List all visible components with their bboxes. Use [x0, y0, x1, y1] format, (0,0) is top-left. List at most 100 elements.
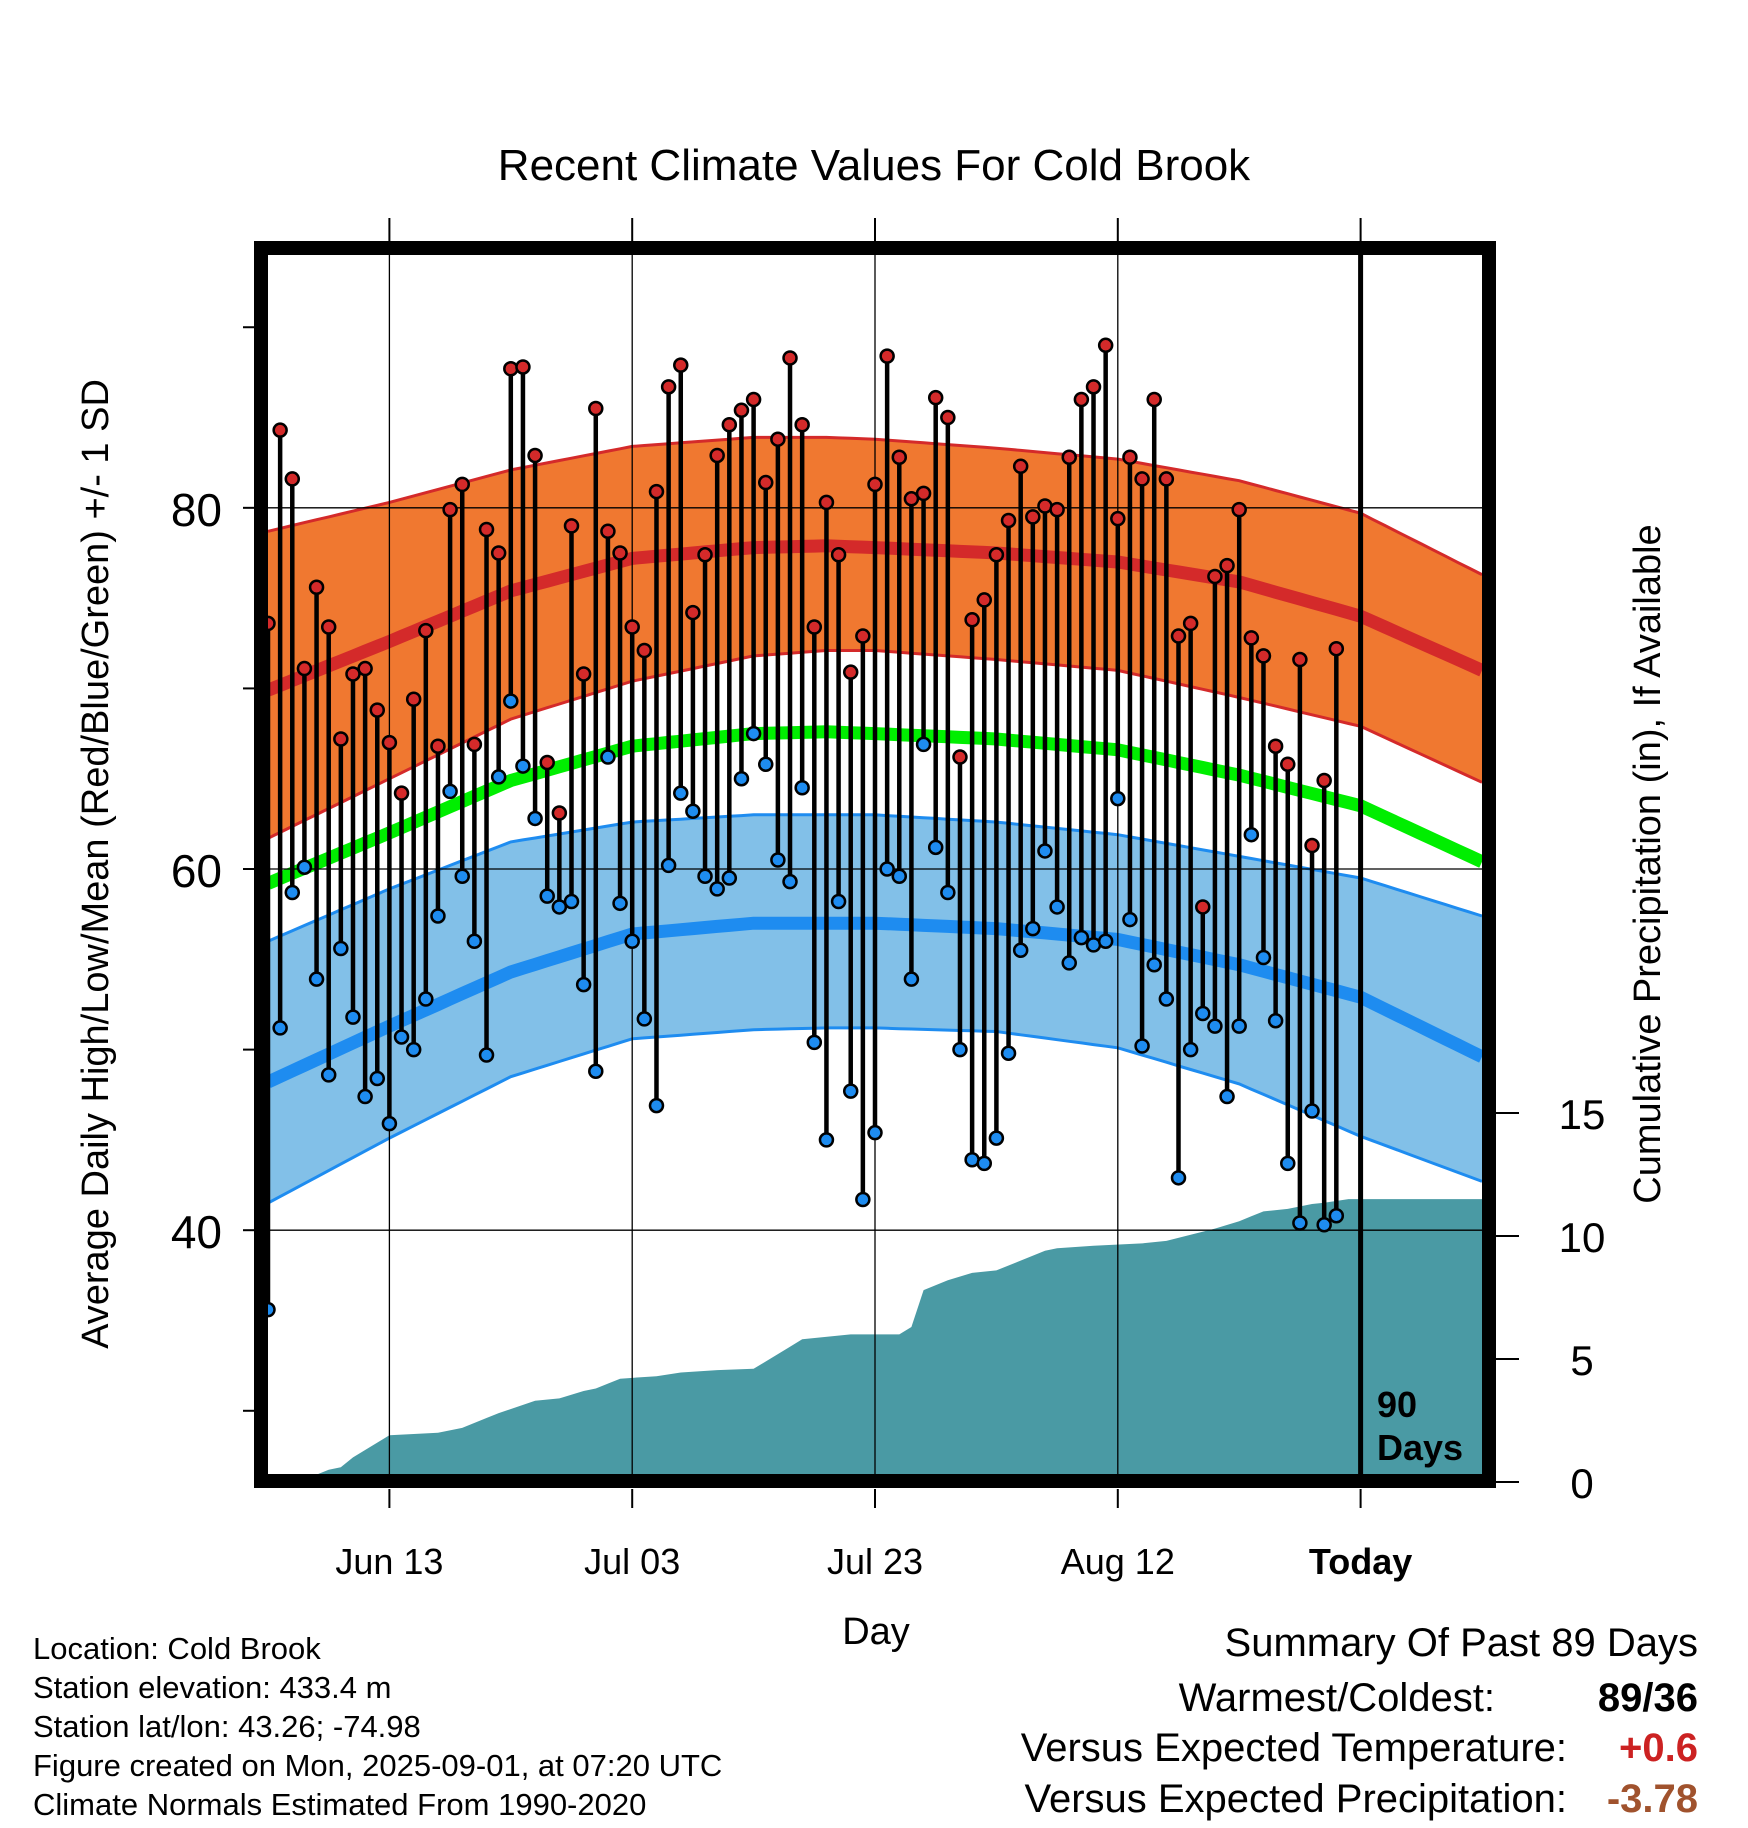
high-point	[308, 579, 325, 596]
low-point	[1316, 1217, 1332, 1233]
high-point	[988, 547, 1005, 563]
low-point	[1255, 949, 1272, 966]
y2-tick-label: 10	[1559, 1214, 1606, 1261]
low-point	[988, 1130, 1005, 1146]
high-point	[490, 545, 507, 561]
summary-precip-value: -3.78	[1607, 1777, 1698, 1821]
low-point	[903, 971, 920, 987]
x-tick-label: Jul 03	[584, 1541, 680, 1582]
summary-title: Summary Of Past 89 Days	[1225, 1621, 1698, 1665]
info-latlon: Station lat/lon: 43.26; -74.98	[33, 1709, 421, 1744]
today-marker-label-1: 90	[1377, 1384, 1417, 1425]
high-point	[1292, 651, 1308, 668]
high-point	[1207, 568, 1223, 585]
high-point	[697, 547, 713, 563]
y2-tick-label: 5	[1570, 1337, 1593, 1384]
low-point	[927, 839, 944, 856]
low-point	[539, 888, 555, 904]
high-point	[1170, 628, 1187, 644]
low-point	[867, 1124, 883, 1141]
low-point	[1328, 1208, 1345, 1224]
high-point	[745, 391, 762, 408]
low-point	[515, 758, 531, 774]
low-point	[1182, 1041, 1199, 1058]
low-point	[794, 779, 810, 796]
low-point	[272, 1020, 288, 1036]
x-tick-label: Jun 13	[335, 1541, 443, 1582]
low-point	[1000, 1045, 1017, 1061]
high-point	[1073, 391, 1090, 408]
info-created: Figure created on Mon, 2025-09-01, at 07…	[33, 1748, 722, 1783]
high-point	[1085, 379, 1102, 395]
low-point	[685, 803, 701, 819]
high-point	[296, 660, 313, 677]
high-point	[648, 483, 665, 500]
daily-range-sticks	[265, 345, 1339, 1310]
low-point	[1243, 826, 1260, 843]
high-point	[636, 642, 653, 659]
low-point	[976, 1155, 993, 1172]
high-point	[539, 754, 555, 771]
low-point	[333, 940, 349, 957]
high-point	[357, 660, 373, 677]
summary-panel: Summary Of Past 89 Days Warmest/Coldest:…	[1021, 1621, 1698, 1821]
low-point	[673, 785, 689, 801]
high-point	[879, 348, 895, 364]
axis-ticks: 40 60 80 0 5 10 15 Jun 13 Jul 03 Jul 23 Aug 12 Toda…	[171, 218, 1606, 1582]
high-point	[952, 749, 968, 765]
high-point	[685, 604, 701, 621]
low-point	[1097, 933, 1114, 950]
y2-axis-label: Cumulative Precipitation (in), If Availa…	[1627, 524, 1669, 1203]
low-point	[1146, 956, 1162, 973]
low-point	[1231, 1018, 1247, 1034]
low-point	[770, 852, 786, 868]
high-point	[830, 547, 847, 563]
high-point	[612, 545, 628, 561]
high-point	[527, 447, 543, 464]
high-point	[588, 400, 604, 417]
low-point	[624, 933, 640, 950]
high-point	[272, 422, 288, 438]
high-point	[940, 409, 956, 426]
low-point	[405, 1041, 422, 1058]
low-point	[442, 783, 458, 800]
low-point	[563, 893, 580, 910]
high-point	[1328, 640, 1345, 657]
high-point	[709, 447, 725, 464]
y-axis-label: Average Daily High/Low/Mean (Red/Blue/Gr…	[75, 379, 117, 1349]
x-tick-label: Aug 12	[1061, 1541, 1175, 1582]
low-point	[830, 893, 847, 910]
low-point	[1122, 911, 1138, 928]
high-point	[284, 471, 301, 487]
high-point	[478, 521, 495, 538]
high-point	[551, 805, 568, 821]
high-point	[405, 691, 422, 708]
daily-dots	[260, 337, 1345, 1318]
high-point	[515, 359, 531, 375]
low-point	[1061, 955, 1077, 971]
high-point	[575, 666, 592, 682]
high-point	[818, 494, 835, 511]
high-point	[503, 361, 519, 377]
high-point	[345, 666, 361, 682]
high-point	[430, 738, 446, 754]
low-point	[357, 1088, 373, 1105]
x-axis-label: Day	[842, 1611, 910, 1653]
info-elevation: Station elevation: 433.4 m	[33, 1670, 391, 1705]
high-point	[806, 619, 823, 635]
high-point	[418, 622, 434, 639]
low-point	[284, 884, 301, 901]
high-point	[1158, 471, 1175, 487]
high-point	[1316, 772, 1332, 789]
low-point	[1110, 790, 1126, 807]
low-point	[503, 693, 519, 709]
high-point	[915, 485, 932, 502]
high-point	[1049, 501, 1065, 518]
low-point	[721, 870, 738, 886]
high-point	[855, 628, 871, 644]
low-point	[369, 1070, 386, 1087]
low-point	[1267, 1012, 1284, 1029]
high-point	[660, 379, 677, 395]
high-point	[721, 417, 738, 433]
